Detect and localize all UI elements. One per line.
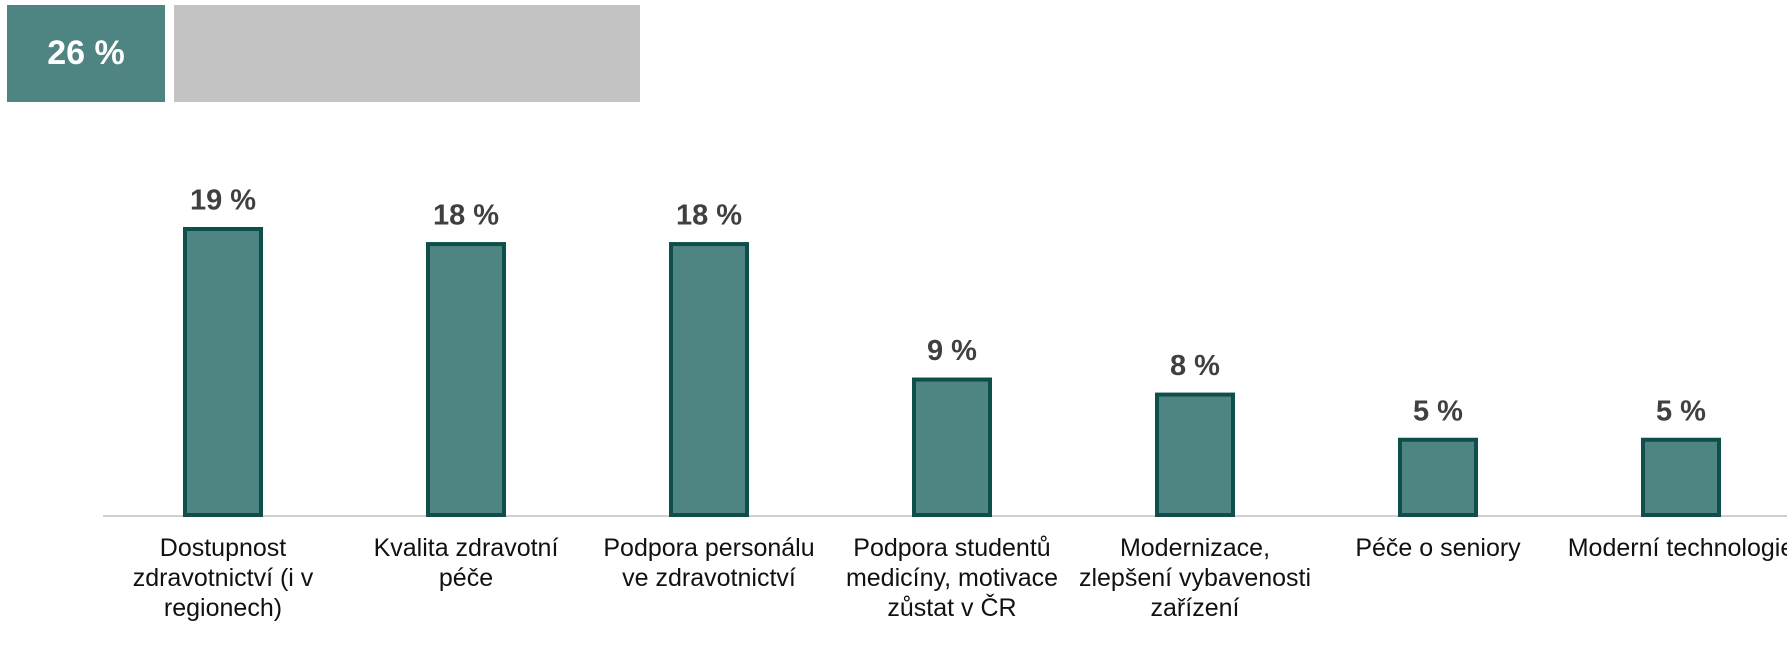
bar xyxy=(426,242,506,517)
value-label: 8 % xyxy=(1170,350,1220,382)
category-label: Dostupnost zdravotnictví (i v regionech) xyxy=(132,534,314,622)
category-label: Kvalita zdravotní péče xyxy=(373,534,559,592)
value-label: 5 % xyxy=(1413,395,1463,427)
bar xyxy=(1398,437,1478,518)
bar xyxy=(1641,437,1721,518)
category-label: Modernizace, zlepšení vybavenosti zaříze… xyxy=(1078,534,1312,622)
highlight-box xyxy=(7,5,165,102)
value-label: 18 % xyxy=(676,200,742,232)
highlight-label: 26 % xyxy=(47,34,125,72)
category-label: Péče o seniory xyxy=(1355,534,1521,562)
value-label: 5 % xyxy=(1656,395,1706,427)
category-label: Podpora personálu ve zdravotnictví xyxy=(603,534,815,592)
bar xyxy=(183,227,263,517)
category-label: Moderní technologie xyxy=(1567,534,1787,562)
bar xyxy=(912,377,992,517)
value-label: 9 % xyxy=(927,335,977,367)
value-label: 18 % xyxy=(433,200,499,232)
header-bar xyxy=(174,5,640,102)
bar xyxy=(669,242,749,517)
bar xyxy=(1155,392,1235,517)
category-label: Podpora studentů medicíny, motivace zůst… xyxy=(845,534,1059,622)
value-label: 19 % xyxy=(190,185,256,217)
